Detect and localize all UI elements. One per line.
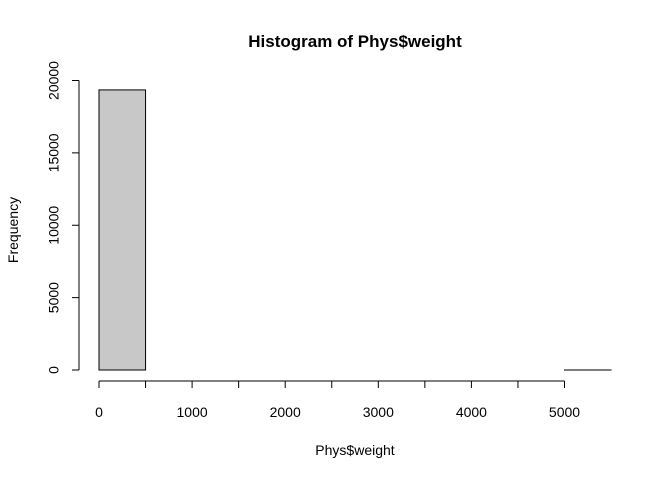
y-tick-label: 5000 — [46, 282, 62, 313]
chart-title: Histogram of Phys$weight — [248, 32, 462, 51]
y-tick-label: 0 — [46, 366, 62, 374]
y-tick-label: 10000 — [46, 206, 62, 245]
x-tick-label: 4000 — [456, 404, 487, 420]
y-axis-label: Frequency — [5, 197, 21, 263]
x-tick-label: 2000 — [270, 404, 301, 420]
y-tick-label: 20000 — [46, 61, 62, 100]
x-tick-label: 1000 — [177, 404, 208, 420]
x-tick-label: 5000 — [549, 404, 580, 420]
x-axis-label: Phys$weight — [315, 442, 394, 458]
histogram-bars — [98, 89, 612, 371]
y-axis: 0 5000 10000 15000 20000 — [46, 61, 80, 374]
y-tick-label: 15000 — [46, 133, 62, 172]
histogram-bar — [98, 89, 147, 371]
x-tick-label: 0 — [95, 404, 103, 420]
x-axis: 0 1000 2000 3000 4000 5000 — [95, 380, 580, 420]
x-tick-label: 3000 — [363, 404, 394, 420]
